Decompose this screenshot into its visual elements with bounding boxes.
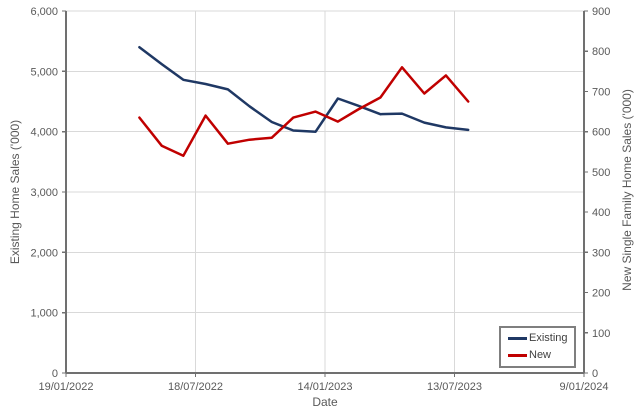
series-line-existing — [138, 45, 470, 133]
right-axis-tick-label: 900 — [592, 6, 610, 18]
right-axis-tick-label: 600 — [592, 127, 610, 139]
legend-swatch-new-line — [508, 353, 527, 357]
right-axis-tick-label: 500 — [592, 167, 610, 179]
legend-label-existing: Existing — [529, 332, 568, 344]
x-axis-tick-label: 19/01/2022 — [38, 381, 93, 393]
right-axis-tick-label: 700 — [592, 86, 610, 98]
x-axis-tick-label: 18/07/2022 — [168, 381, 223, 393]
right-axis-title: New Single Family Home Sales ('000) — [620, 89, 634, 291]
left-axis-tick-label: 3,000 — [30, 187, 58, 199]
right-axis-tick-label: 400 — [592, 207, 610, 219]
legend-item-existing: Existing — [508, 332, 570, 344]
x-axis-tick-label: 9/01/2024 — [560, 381, 609, 393]
left-axis-tick-label: 6,000 — [30, 6, 58, 18]
legend-swatch-existing-line — [508, 336, 527, 340]
right-axis-tick-label: 0 — [592, 368, 598, 380]
right-axis-tick-label: 800 — [592, 46, 610, 58]
right-axis-tick-label: 100 — [592, 328, 610, 340]
left-axis-tick-label: 2,000 — [30, 247, 58, 259]
x-axis-title: Date — [312, 395, 338, 409]
left-axis-title: Existing Home Sales ('000) — [8, 119, 22, 265]
left-axis-tick-label: 5,000 — [30, 66, 58, 78]
series-line-new — [138, 66, 470, 158]
legend-label-new: New — [529, 349, 552, 361]
x-axis-tick-label: 14/01/2023 — [297, 381, 352, 393]
legend: Existing New — [499, 326, 576, 368]
legend-item-new: New — [508, 349, 570, 361]
right-axis-tick-label: 200 — [592, 288, 610, 300]
right-axis-tick-label: 300 — [592, 247, 610, 259]
x-axis-tick-label: 13/07/2023 — [427, 381, 482, 393]
left-axis-tick-label: 4,000 — [30, 127, 58, 139]
left-axis-tick-label: 1,000 — [30, 308, 58, 320]
left-axis-tick-label: 0 — [52, 368, 58, 380]
